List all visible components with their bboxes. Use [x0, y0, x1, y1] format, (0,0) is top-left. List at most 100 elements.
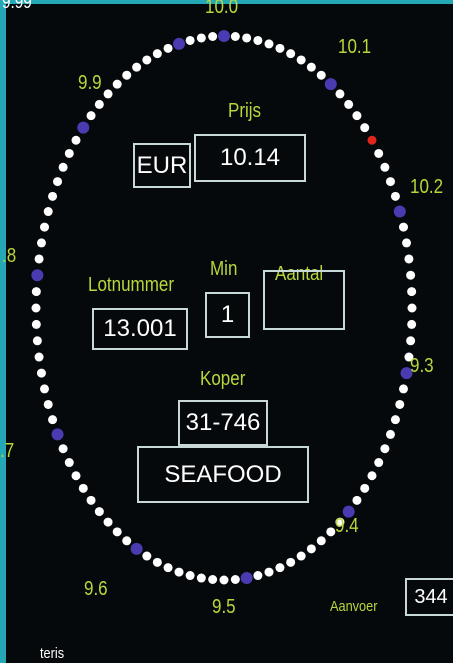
- scale-label: 9.6: [84, 578, 108, 601]
- clock-dot: [367, 471, 376, 480]
- clock-dot: [408, 304, 417, 313]
- clock-dot: [380, 163, 389, 172]
- clock-dot: [325, 78, 337, 90]
- clock-dot: [241, 572, 253, 584]
- clock-dot: [407, 287, 416, 296]
- clock-dot: [317, 536, 326, 545]
- clock-dot: [406, 336, 415, 345]
- clock-dot: [95, 100, 104, 109]
- clock-dot: [317, 71, 326, 80]
- footer-fragment: teris: [40, 645, 64, 662]
- scale-label: 9.4: [335, 515, 359, 538]
- clock-dot: [95, 507, 104, 516]
- clock-dot: [44, 400, 53, 409]
- clock-dot: [374, 149, 383, 158]
- min-value: 1: [221, 301, 234, 329]
- clock-dot: [395, 400, 404, 409]
- clock-dot: [286, 558, 295, 567]
- clock-dot: [32, 287, 41, 296]
- min-label: Min: [210, 258, 237, 281]
- clock-dot: [402, 238, 411, 247]
- clock-dot: [131, 543, 143, 555]
- header-fragment: 9.99: [2, 0, 32, 13]
- clock-dot: [48, 415, 57, 424]
- price-label: Prijs: [228, 100, 261, 123]
- scale-label: 9.9: [78, 72, 102, 95]
- clock-dot: [40, 223, 49, 232]
- clock-dot: [40, 384, 49, 393]
- buyer-name: SEAFOOD: [164, 461, 281, 489]
- clock-dot: [197, 33, 206, 42]
- lot-value: 13.001: [103, 315, 176, 343]
- buyer-id-box: 31-746: [178, 400, 268, 446]
- clock-dot: [380, 444, 389, 453]
- clock-dot: [297, 552, 306, 561]
- scale-label: 9.5: [212, 596, 236, 619]
- clock-dot: [404, 254, 413, 263]
- clock-dot: [399, 384, 408, 393]
- clock-dot: [253, 571, 262, 580]
- clock-dot: [360, 484, 369, 493]
- supply-box: 344: [405, 578, 453, 616]
- clock-dot: [113, 527, 122, 536]
- clock-dot: [264, 39, 273, 48]
- scale-label: 10.2: [410, 176, 443, 199]
- clock-dot: [53, 177, 62, 186]
- clock-dot: [31, 269, 43, 281]
- clock-dot: [77, 122, 89, 134]
- clock-dot: [132, 63, 141, 72]
- clock-dot: [253, 36, 262, 45]
- min-box: 1: [205, 292, 250, 338]
- clock-dot: [231, 32, 240, 41]
- buyer-label: Koper: [200, 368, 245, 391]
- clock-dot: [142, 55, 151, 64]
- clock-dot: [208, 575, 217, 584]
- clock-dot: [48, 192, 57, 201]
- screen: 9.99 10.0 10.1 9.9 10.2 .8 9.3 .7 9.4 9.…: [0, 0, 453, 663]
- amount-box: [263, 270, 345, 330]
- currency: EUR: [137, 152, 188, 180]
- clock-dot: [37, 238, 46, 247]
- clock-dot: [35, 353, 44, 362]
- clock-dot: [72, 136, 81, 145]
- clock-dot: [220, 576, 229, 585]
- clock-dot: [391, 415, 400, 424]
- currency-box: EUR: [133, 143, 191, 188]
- clock-dot: [44, 207, 53, 216]
- clock-dot: [33, 336, 42, 345]
- scale-label: 10.1: [338, 36, 371, 59]
- clock-dot: [164, 44, 173, 53]
- clock-dot: [344, 100, 353, 109]
- clock-dot: [386, 177, 395, 186]
- clock-dot: [59, 163, 68, 172]
- clock-dot: [87, 111, 96, 120]
- clock-dot: [59, 444, 68, 453]
- clock-dot: [374, 458, 383, 467]
- scale-label: 9.3: [410, 355, 434, 378]
- clock-dot: [208, 32, 217, 41]
- clock-dot: [142, 552, 151, 561]
- clock-dot: [164, 563, 173, 572]
- price-box: 10.14: [194, 134, 306, 182]
- clock-dot: [173, 38, 185, 50]
- clock-dot: [175, 568, 184, 577]
- clock-dot: [122, 536, 131, 545]
- clock-dot: [360, 123, 369, 132]
- clock-dot: [386, 430, 395, 439]
- clock-dot: [186, 36, 195, 45]
- clock-dot: [307, 544, 316, 553]
- clock-dot: [37, 369, 46, 378]
- clock-dot: [326, 527, 335, 536]
- clock-dot: [367, 136, 376, 145]
- supply-label: Aanvoer: [330, 598, 377, 615]
- clock-dot: [286, 49, 295, 58]
- clock-dot: [122, 71, 131, 80]
- supply-value: 344: [414, 586, 447, 609]
- clock-dot: [52, 428, 64, 440]
- clock-dot: [197, 574, 206, 583]
- clock-dot: [153, 49, 162, 58]
- clock-dot: [79, 484, 88, 493]
- buyer-id: 31-746: [186, 409, 261, 437]
- clock-dot: [399, 223, 408, 232]
- clock-dot: [264, 568, 273, 577]
